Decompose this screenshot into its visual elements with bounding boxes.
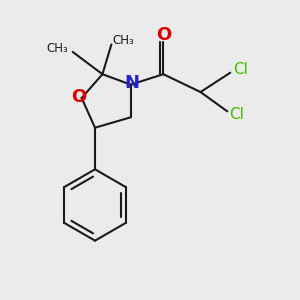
- Text: O: O: [156, 26, 171, 44]
- Text: CH₃: CH₃: [46, 42, 68, 56]
- Text: CH₃: CH₃: [113, 34, 135, 46]
- Text: Cl: Cl: [229, 107, 244, 122]
- Text: Cl: Cl: [232, 62, 247, 77]
- Text: O: O: [71, 88, 86, 106]
- Text: N: N: [125, 74, 140, 92]
